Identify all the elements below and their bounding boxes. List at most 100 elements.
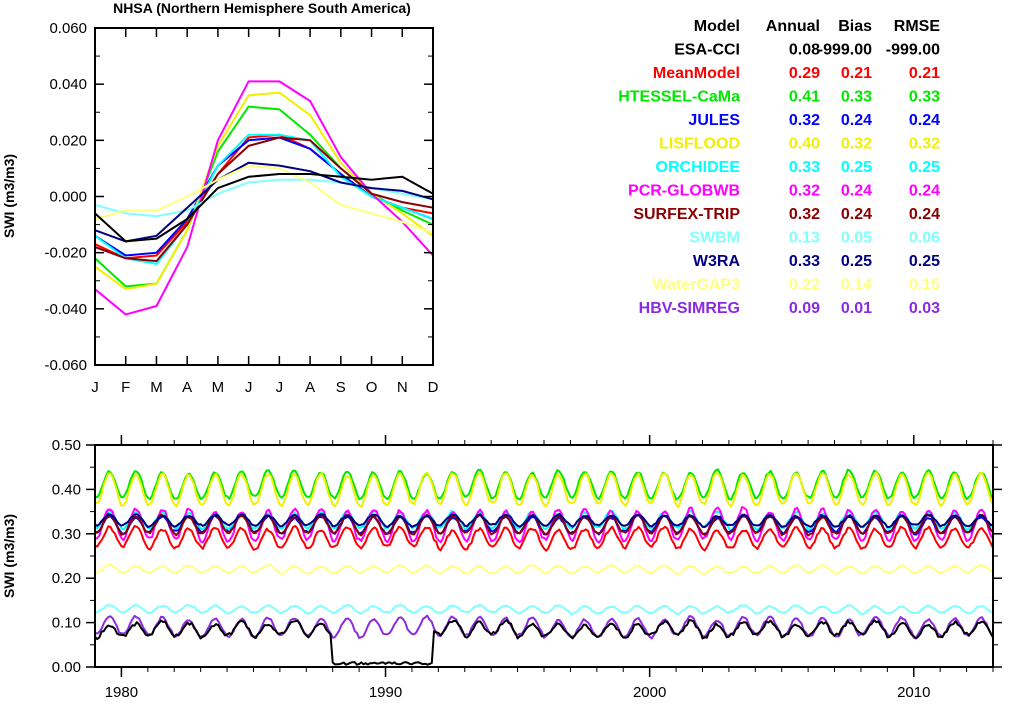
y-tick-label: 0.020 <box>49 132 87 149</box>
table-header-cell: Model <box>694 18 740 35</box>
y-tick-label: 0.50 <box>52 437 81 454</box>
x-tick-label: S <box>336 379 346 396</box>
time-series-lines <box>94 468 994 666</box>
x-tick-label: D <box>428 379 439 396</box>
legend-model-name: ORCHIDEE <box>656 159 741 176</box>
legend-model-name: MeanModel <box>653 65 740 82</box>
legend-stat-value: 0.13 <box>789 230 820 247</box>
table-header-cell: Annual <box>766 18 820 35</box>
series-line-watergap3 <box>94 563 994 576</box>
y-tick-label: 0.060 <box>49 20 87 37</box>
x-tick-label: 2010 <box>897 684 930 701</box>
legend-stat-value: 0.32 <box>909 136 940 153</box>
series-line-meanmodel <box>94 525 994 552</box>
legend-stat-value: 0.21 <box>841 65 872 82</box>
series-line-surfex-trip <box>94 513 994 537</box>
legend-model-name: LISFLOOD <box>659 136 740 153</box>
y-tick-label: 0.20 <box>52 570 81 587</box>
legend-model-name: W3RA <box>693 253 741 270</box>
series-line-w3ra <box>94 512 994 529</box>
legend-stat-value: 0.40 <box>789 136 820 153</box>
x-tick-label: O <box>366 379 378 396</box>
legend-stat-value: 0.29 <box>789 65 820 82</box>
legend-stat-value: 0.05 <box>841 230 872 247</box>
legend-stat-value: 0.24 <box>841 112 872 129</box>
seasonal-cycle-chart: NHSA (Northern Hemisphere South America)… <box>1 0 439 396</box>
legend-stat-value: 0.33 <box>909 89 940 106</box>
legend-stat-value: 0.24 <box>909 112 940 129</box>
series-line-swbm <box>94 603 994 615</box>
y-tick-label: -0.020 <box>44 245 87 262</box>
y-tick-label: 0.040 <box>49 76 87 93</box>
table-header-cell: RMSE <box>894 18 941 35</box>
y-tick-label: 0.000 <box>49 189 87 206</box>
x-tick-label: F <box>121 379 130 396</box>
legend-stat-value: 0.25 <box>909 159 940 176</box>
series-line-watergap3 <box>94 164 434 234</box>
legend-model-name: SURFEX-TRIP <box>633 206 740 223</box>
y-tick-label: -0.040 <box>44 301 87 318</box>
legend-stat-value: 0.33 <box>789 253 820 270</box>
legend-model-name: ESA-CCI <box>674 42 740 59</box>
legend-stat-value: 0.24 <box>841 206 872 223</box>
time-series-chart: SWI (m3/m3) 0.50 0.40 0.30 0.20 0.10 0.00 1980… <box>1 435 1002 701</box>
series-line-w3ra <box>94 161 434 243</box>
series-line-pcr-globwb <box>94 80 434 316</box>
legend-stat-value: 0.15 <box>909 277 940 294</box>
x-tick-label: A <box>182 379 192 396</box>
legend-model-name: HTESSEL-CaMa <box>618 89 740 106</box>
legend-stat-value: 0.32 <box>789 112 820 129</box>
legend-stat-value: -999.00 <box>886 42 940 59</box>
x-tick-label: N <box>397 379 408 396</box>
series-line-htessel-cama <box>94 468 994 501</box>
legend-stat-value: 0.32 <box>789 183 820 200</box>
x-tick-label: M <box>150 379 163 396</box>
y-tick-label: 0.40 <box>52 481 81 498</box>
x-tick-label: 1990 <box>369 684 402 701</box>
series-line-lisflood <box>95 471 994 509</box>
x-tick-label: J <box>276 379 284 396</box>
legend-stat-value: 0.22 <box>789 277 820 294</box>
series-line-lisflood <box>94 91 434 291</box>
legend-model-name: SWBM <box>689 230 740 247</box>
x-tick-label: M <box>212 379 225 396</box>
legend-stat-value: 0.32 <box>789 206 820 223</box>
series-line-esa-cci <box>94 619 994 666</box>
legend-stat-value: 0.06 <box>909 230 940 247</box>
x-tick-label: 2000 <box>633 684 666 701</box>
x-tick-label: J <box>91 379 99 396</box>
legend-stat-value: 0.32 <box>841 136 872 153</box>
series-line-esa-cci <box>94 173 434 243</box>
y-tick-label: 0.30 <box>52 526 81 543</box>
legend-stat-value: -999.00 <box>818 42 872 59</box>
legend-stat-value: 0.14 <box>841 277 872 294</box>
legend-model-name: HBV-SIMREG <box>639 300 740 317</box>
legend-stat-value: 0.24 <box>909 183 940 200</box>
legend-stat-value: 0.03 <box>909 300 940 317</box>
legend-stat-value: 0.24 <box>909 206 940 223</box>
chart-title: NHSA (Northern Hemisphere South America) <box>113 0 411 16</box>
legend-stat-value: 0.24 <box>841 183 872 200</box>
legend-model-name: JULES <box>688 112 740 129</box>
legend-stat-value: 0.01 <box>841 300 872 317</box>
legend-stat-value: 0.21 <box>909 65 940 82</box>
legend-stat-value: 0.09 <box>789 300 820 317</box>
time-series-axes: 0.50 0.40 0.30 0.20 0.10 0.00 1980 1990 2000 2010 <box>52 435 1002 701</box>
legend-stat-value: 0.33 <box>789 159 820 176</box>
seasonal-series-lines <box>94 80 434 316</box>
legend-stat-value: 0.25 <box>841 253 872 270</box>
x-tick-label: A <box>305 379 315 396</box>
y-axis-label-bottom: SWI (m3/m3) <box>1 514 17 598</box>
x-tick-label: J <box>245 379 253 396</box>
legend-stat-value: 0.25 <box>909 253 940 270</box>
legend-stat-value: 0.08 <box>789 42 820 59</box>
legend-stat-value: 0.25 <box>841 159 872 176</box>
legend-stat-value: 0.41 <box>789 89 820 106</box>
legend-stat-value: 0.33 <box>841 89 872 106</box>
y-axis-label: SWI (m3/m3) <box>1 154 17 238</box>
y-tick-label: 0.00 <box>52 659 81 676</box>
series-line-surfex-trip <box>94 136 434 263</box>
y-tick-label: 0.10 <box>52 615 81 632</box>
